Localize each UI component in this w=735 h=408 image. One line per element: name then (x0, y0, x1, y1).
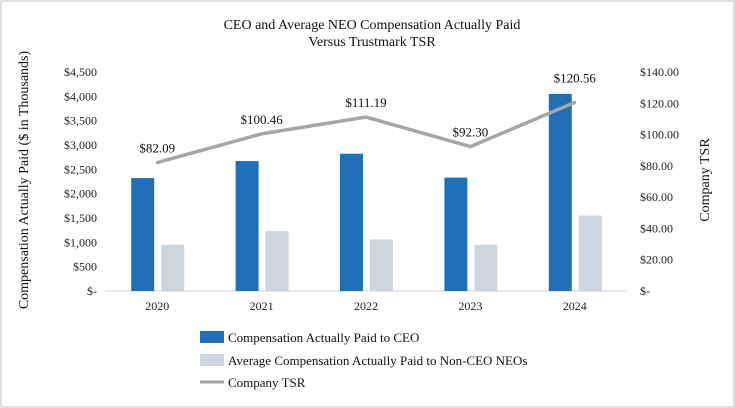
y2-tick-label: $40.00 (640, 221, 673, 235)
legend: Compensation Actually Paid to CEO Averag… (200, 330, 527, 390)
tsr-point (155, 161, 159, 165)
y-tick-label: $1,500 (64, 211, 97, 225)
tsr-line-group: $82.09 $100.46 $111.19 $92.30 $120.56 (139, 70, 597, 165)
bar-neo-2023 (474, 244, 498, 291)
tsr-data-label: $82.09 (139, 141, 175, 156)
y-tick-label: $2,000 (64, 187, 97, 201)
y2-axis-title: Company TSR (698, 138, 713, 222)
x-axis-ticks: 2020 2021 2022 2023 2024 (145, 299, 587, 313)
bars (131, 93, 602, 292)
y2-tick-label: $20.00 (640, 253, 673, 267)
legend-swatch-ceo (200, 331, 224, 343)
y2-tick-label: $80.00 (640, 159, 673, 173)
bar-ceo-2022 (340, 153, 363, 291)
y2-axis-ticks: $- $20.00 $40.00 $60.00 $80.00 $100.00 $120.00… (640, 65, 679, 298)
x-tick-label: 2023 (458, 299, 482, 313)
y2-tick-label: $60.00 (640, 190, 673, 204)
bar-ceo-2021 (235, 161, 259, 291)
legend-swatch-neo (200, 354, 224, 366)
y-tick-label: $500 (73, 260, 97, 274)
tsr-data-label: $92.30 (453, 125, 489, 140)
x-tick-label: 2020 (145, 299, 169, 313)
bar-neo-2022 (370, 239, 393, 291)
bar-neo-2020 (161, 244, 185, 291)
legend-label-tsr: Company TSR (228, 375, 306, 390)
tsr-point (364, 115, 368, 119)
tsr-data-label: $100.46 (240, 112, 283, 127)
x-tick-label: 2021 (250, 299, 274, 313)
y2-tick-label: $120.00 (640, 96, 679, 110)
tsr-data-label: $111.19 (345, 95, 386, 110)
y-tick-label: $3,500 (64, 114, 97, 128)
legend-label-neo: Average Compensation Actually Paid to No… (228, 353, 527, 368)
tsr-data-label: $120.56 (554, 70, 597, 85)
tsr-point (468, 145, 472, 149)
bar-neo-2021 (265, 231, 289, 291)
bar-ceo-2024 (548, 93, 572, 292)
tsr-point (573, 100, 577, 104)
y-tick-label: $3,000 (64, 138, 97, 152)
y-tick-label: $- (87, 284, 97, 298)
y2-tick-label: $- (640, 284, 650, 298)
x-tick-label: 2024 (563, 299, 587, 313)
bar-neo-2024 (578, 215, 602, 291)
y-tick-label: $4,500 (64, 65, 97, 79)
legend-label-ceo: Compensation Actually Paid to CEO (228, 330, 419, 345)
tsr-point (260, 132, 264, 136)
y-tick-label: $2,500 (64, 162, 97, 176)
x-tick-label: 2022 (354, 299, 378, 313)
y-tick-label: $4,000 (64, 89, 97, 103)
y2-tick-label: $140.00 (640, 65, 679, 79)
bar-ceo-2023 (444, 177, 468, 291)
y2-tick-label: $100.00 (640, 128, 679, 142)
y-tick-label: $1,000 (64, 235, 97, 249)
chart-title-line-2: Versus Trustmark TSR (308, 35, 436, 50)
bar-ceo-2020 (131, 178, 155, 291)
y-axis-title: Compensation Actually Paid ($ in Thousan… (17, 51, 32, 310)
chart-title-line-1: CEO and Average NEO Compensation Actuall… (224, 18, 521, 33)
y-axis-ticks: $- $500 $1,000 $1,500 $2,000 $2,500 $3,000 $3,5… (64, 65, 97, 298)
